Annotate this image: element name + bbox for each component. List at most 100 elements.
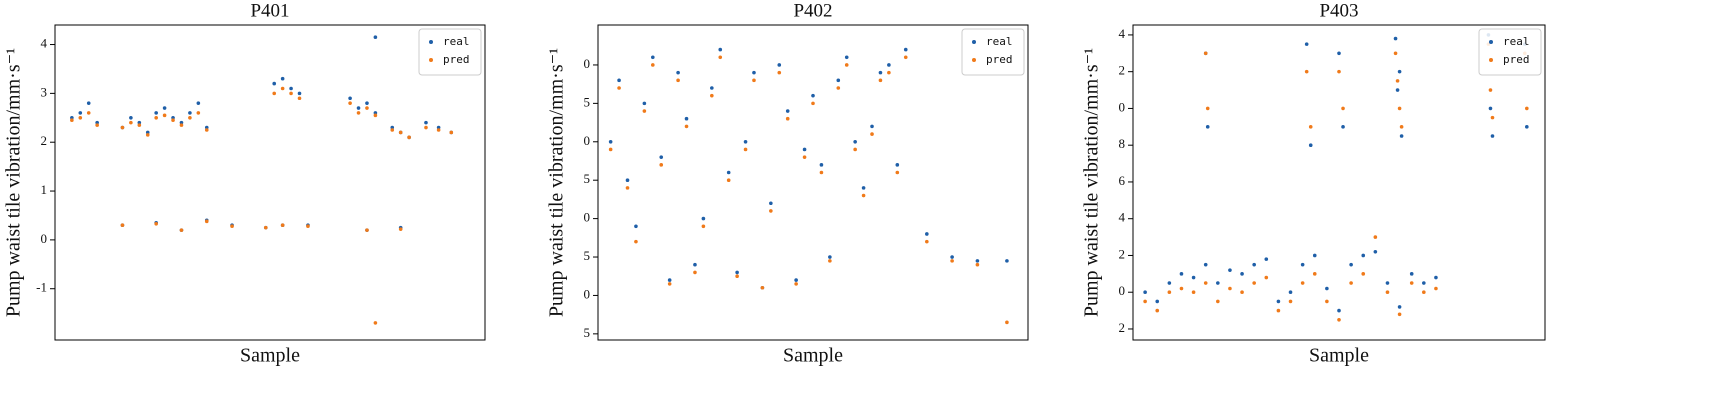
point — [1304, 42, 1309, 46]
point — [785, 116, 790, 121]
point — [1179, 286, 1184, 291]
point — [1205, 125, 1210, 129]
point — [710, 93, 714, 98]
point — [365, 106, 369, 110]
point — [179, 228, 184, 232]
point — [1325, 299, 1329, 304]
point — [1308, 143, 1313, 147]
point — [1422, 281, 1426, 285]
point — [975, 262, 980, 267]
legend-label: pred — [443, 53, 470, 66]
point — [1288, 290, 1293, 295]
point — [356, 106, 361, 110]
y-tick-label: 0 — [584, 133, 591, 148]
y-tick-label: 2 — [41, 133, 48, 148]
point — [1397, 305, 1402, 309]
point — [154, 111, 158, 115]
point — [424, 125, 428, 130]
point — [373, 35, 378, 40]
point — [743, 139, 748, 144]
point — [895, 170, 900, 175]
point — [272, 81, 277, 86]
point — [162, 106, 167, 110]
point — [1288, 299, 1293, 304]
point — [861, 193, 866, 198]
point — [718, 47, 723, 52]
y-tick-label: 5 — [584, 94, 591, 109]
point — [306, 224, 310, 229]
point — [667, 282, 672, 286]
point — [297, 91, 302, 96]
chart-title: P402 — [793, 0, 832, 21]
point — [811, 93, 815, 98]
point — [365, 101, 369, 105]
point — [1490, 134, 1495, 138]
y-tick-label: 5 — [584, 248, 591, 263]
point — [1525, 106, 1529, 111]
y-tick-label: 8 — [1119, 136, 1126, 151]
point — [1143, 299, 1147, 304]
point — [735, 270, 739, 275]
y-axis-label: Pump waist tile vibration/mm·s⁻¹ — [3, 48, 25, 317]
point — [651, 55, 655, 60]
point — [1276, 299, 1281, 304]
point — [861, 186, 866, 190]
plot-frame — [1132, 24, 1546, 341]
point — [1395, 79, 1400, 83]
point — [617, 78, 621, 83]
legend-marker — [1489, 40, 1493, 44]
point — [1216, 281, 1220, 285]
point — [1488, 88, 1493, 92]
y-tick-label: 0 — [584, 210, 591, 225]
point — [777, 70, 782, 75]
point — [802, 147, 807, 152]
point — [373, 321, 378, 325]
point — [726, 170, 731, 175]
point — [1399, 134, 1404, 138]
point — [726, 178, 731, 182]
point — [179, 123, 184, 127]
point — [145, 133, 150, 137]
point — [280, 86, 285, 91]
point — [1203, 281, 1208, 285]
point — [769, 209, 773, 213]
point — [204, 128, 209, 132]
point — [1240, 290, 1244, 295]
point — [794, 278, 798, 282]
point — [129, 115, 133, 120]
point — [188, 111, 192, 115]
legend-label: real — [986, 35, 1013, 48]
point — [642, 109, 647, 113]
point — [828, 255, 832, 259]
y-tick-label: 0 — [1119, 283, 1126, 298]
point — [1228, 268, 1232, 272]
chart-title: P401 — [250, 0, 289, 21]
point — [120, 223, 125, 228]
point — [1409, 281, 1414, 285]
point — [1409, 272, 1414, 276]
point — [204, 219, 209, 224]
point — [1385, 281, 1390, 285]
point — [272, 91, 277, 96]
legend-marker — [429, 40, 433, 44]
legend-marker — [1489, 58, 1493, 62]
point — [407, 135, 411, 140]
point — [188, 115, 192, 120]
plot-frame — [54, 24, 486, 341]
point — [828, 259, 832, 263]
y-axis-label: Pump waist tile vibration/mm·s⁻¹ — [1081, 48, 1103, 317]
point — [1240, 272, 1244, 276]
point — [785, 109, 790, 113]
point — [659, 163, 664, 167]
point — [297, 96, 302, 101]
point — [1143, 290, 1147, 295]
point — [1167, 281, 1172, 285]
y-tick-label: 4 — [1119, 210, 1126, 225]
point — [86, 101, 91, 105]
point — [365, 228, 369, 232]
point — [1373, 235, 1378, 239]
y-tick-label: -1 — [36, 280, 47, 295]
point — [903, 47, 908, 52]
point — [1337, 69, 1341, 74]
point — [1395, 88, 1400, 92]
